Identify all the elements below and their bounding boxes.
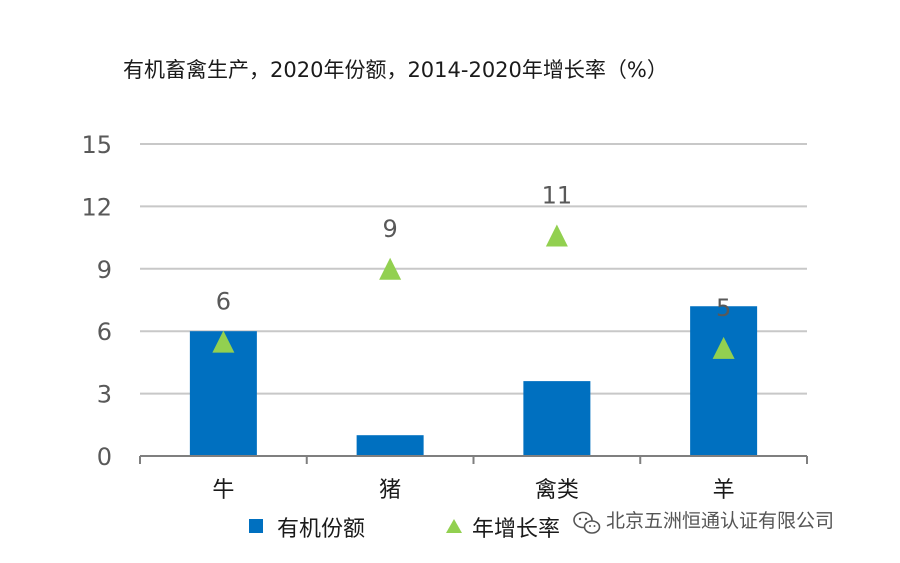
bar	[356, 435, 424, 456]
legend-item-share: 有机份额	[249, 517, 365, 542]
growth-marker	[712, 336, 735, 359]
y-tick-label: 3	[97, 381, 112, 409]
watermark-text: 北京五洲恒通认证有限公司	[606, 510, 834, 532]
bar	[690, 306, 758, 456]
y-axis-ticks: 0 3 6 9 12 15	[81, 131, 112, 471]
y-tick-label: 6	[97, 318, 112, 346]
data-label: 5	[716, 294, 731, 322]
data-labels: 6 9 11 5	[216, 182, 732, 322]
legend-item-growth: 年增长率	[446, 517, 560, 542]
x-tick-label: 猪	[379, 478, 401, 503]
x-tick-label: 禽类	[535, 478, 579, 503]
chart-title: 有机畜禽生产，2020年份额，2014-2020年增长率（%）	[123, 58, 668, 82]
bar	[523, 381, 591, 456]
bars	[189, 306, 758, 456]
data-label: 9	[382, 215, 397, 243]
growth-markers	[212, 224, 735, 359]
legend-bar-swatch	[249, 519, 263, 533]
x-tick-label: 牛	[212, 478, 234, 503]
legend: 有机份额 年增长率	[249, 517, 560, 542]
y-tick-label: 12	[81, 193, 112, 221]
x-tick-label: 羊	[713, 478, 735, 503]
y-tick-label: 15	[81, 131, 112, 159]
legend-label-growth: 年增长率	[472, 517, 560, 542]
legend-label-share: 有机份额	[277, 517, 365, 542]
wechat-icon	[573, 511, 601, 534]
x-axis	[139, 455, 808, 464]
growth-marker	[379, 257, 402, 280]
growth-marker	[212, 330, 235, 353]
y-tick-label: 0	[97, 443, 112, 471]
x-axis-ticks: 牛 猪 禽类 羊	[212, 478, 734, 503]
data-label: 6	[216, 288, 231, 316]
legend-triangle-swatch	[446, 519, 462, 533]
data-label: 11	[542, 182, 573, 210]
growth-marker	[545, 224, 568, 247]
y-tick-label: 9	[97, 256, 112, 284]
watermark: 北京五洲恒通认证有限公司	[573, 510, 834, 534]
